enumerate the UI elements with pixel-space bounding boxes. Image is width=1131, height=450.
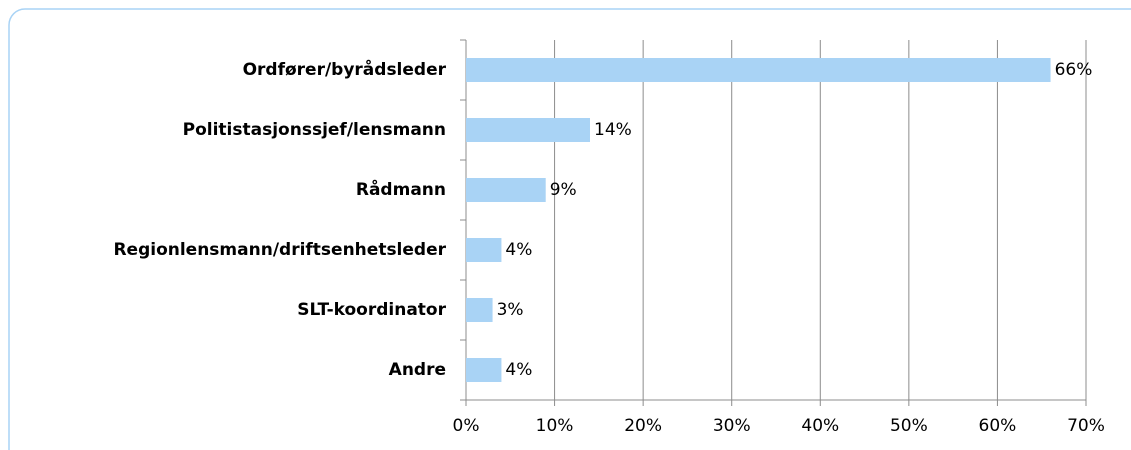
value-label: 3%	[497, 300, 524, 320]
bar	[466, 358, 502, 382]
value-label: 9%	[550, 180, 577, 200]
value-label: 14%	[594, 120, 632, 140]
x-tick-label: 20%	[624, 416, 662, 436]
bar	[466, 298, 493, 322]
x-tick-label: 40%	[801, 416, 839, 436]
y-tick-label: Andre	[389, 360, 446, 380]
x-tick-label: 50%	[890, 416, 928, 436]
x-tick-label: 60%	[979, 416, 1017, 436]
x-tick-label: 30%	[713, 416, 751, 436]
y-tick-label: Ordfører/byrådsleder	[243, 58, 447, 80]
y-tick-label: Politistasjonssjef/lensmann	[183, 120, 446, 140]
x-tick-label: 70%	[1067, 416, 1105, 436]
value-label: 4%	[505, 360, 532, 380]
chart-frame	[8, 8, 1131, 450]
y-tick-label: SLT-koordinator	[297, 300, 446, 320]
value-label: 66%	[1055, 60, 1093, 80]
bar	[466, 118, 590, 142]
bar	[466, 238, 502, 262]
y-tick-label: Regionlensmann/driftsenhetsleder	[113, 240, 446, 260]
y-tick-label: Rådmann	[356, 178, 446, 200]
x-tick-label: 0%	[453, 416, 480, 436]
bar	[466, 58, 1051, 82]
x-tick-label: 10%	[536, 416, 574, 436]
value-label: 4%	[505, 240, 532, 260]
bar	[466, 178, 546, 202]
